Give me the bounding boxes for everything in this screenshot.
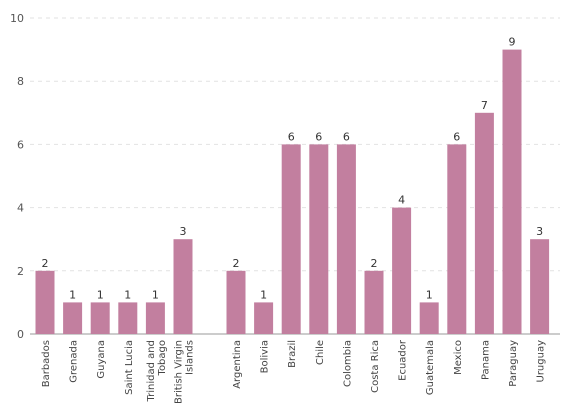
x-tick-label: Trinidad and bbox=[146, 340, 157, 402]
bar[interactable] bbox=[226, 270, 246, 334]
x-tick-label: Paraguay bbox=[508, 340, 519, 387]
y-tick-label: 6 bbox=[17, 138, 24, 151]
data-label: 3 bbox=[180, 225, 187, 238]
bar[interactable] bbox=[173, 239, 193, 334]
data-label: 6 bbox=[453, 130, 460, 143]
bar[interactable] bbox=[63, 302, 83, 334]
x-tick-label: Tobago bbox=[157, 340, 168, 376]
x-tick-label: Guatemala bbox=[425, 340, 436, 395]
x-tick-label: Bolivia bbox=[260, 340, 271, 373]
data-label: 1 bbox=[260, 288, 267, 301]
x-tick-label: Barbados bbox=[41, 340, 52, 387]
x-tick-label: Saint Lucia bbox=[124, 340, 135, 395]
data-label: 7 bbox=[481, 99, 488, 112]
y-tick-label: 8 bbox=[17, 75, 24, 88]
x-tick-label: Mexico bbox=[453, 340, 464, 375]
data-label: 2 bbox=[233, 257, 240, 270]
data-label: 1 bbox=[69, 288, 76, 301]
data-label: 4 bbox=[398, 194, 405, 207]
x-tick-label: Brazil bbox=[287, 340, 298, 368]
data-label: 6 bbox=[315, 130, 322, 143]
data-label: 2 bbox=[371, 257, 378, 270]
bar[interactable] bbox=[90, 302, 110, 334]
x-tick-label: Colombia bbox=[342, 340, 353, 387]
data-label: 9 bbox=[509, 36, 516, 49]
data-label: 1 bbox=[426, 288, 433, 301]
bar[interactable] bbox=[336, 144, 356, 334]
y-tick-label: 2 bbox=[17, 265, 24, 278]
bar[interactable] bbox=[118, 302, 138, 334]
y-tick-label: 4 bbox=[17, 202, 24, 215]
x-tick-label: Uruguay bbox=[536, 340, 547, 383]
x-tick-label: Chile bbox=[315, 340, 326, 365]
bar[interactable] bbox=[145, 302, 165, 334]
x-tick-label: Costa Rica bbox=[370, 340, 381, 393]
bar[interactable] bbox=[364, 270, 384, 334]
data-label: 2 bbox=[42, 257, 49, 270]
data-label: 6 bbox=[288, 130, 295, 143]
x-tick-label: Ecuador bbox=[398, 339, 409, 381]
data-label: 3 bbox=[536, 225, 543, 238]
y-tick-label: 10 bbox=[10, 12, 24, 25]
bar[interactable] bbox=[419, 302, 439, 334]
bar[interactable] bbox=[35, 270, 55, 334]
data-label: 1 bbox=[152, 288, 159, 301]
x-tick-label: Argentina bbox=[232, 340, 243, 389]
x-tick-label: Panama bbox=[480, 340, 491, 380]
bar[interactable] bbox=[447, 144, 467, 334]
data-label: 1 bbox=[97, 288, 104, 301]
bar[interactable] bbox=[309, 144, 329, 334]
x-tick-label: Islands bbox=[185, 340, 196, 375]
bar[interactable] bbox=[474, 112, 494, 334]
x-tick-label: British Virgin bbox=[174, 340, 185, 404]
x-tick-label: Grenada bbox=[69, 340, 80, 383]
x-tick-label: Guyana bbox=[96, 340, 107, 379]
bar[interactable] bbox=[502, 49, 522, 334]
bar[interactable] bbox=[281, 144, 301, 334]
data-label: 1 bbox=[124, 288, 131, 301]
y-tick-label: 0 bbox=[17, 328, 24, 341]
bar[interactable] bbox=[392, 207, 412, 334]
bar[interactable] bbox=[254, 302, 274, 334]
data-label: 6 bbox=[343, 130, 350, 143]
bar[interactable] bbox=[530, 239, 550, 334]
